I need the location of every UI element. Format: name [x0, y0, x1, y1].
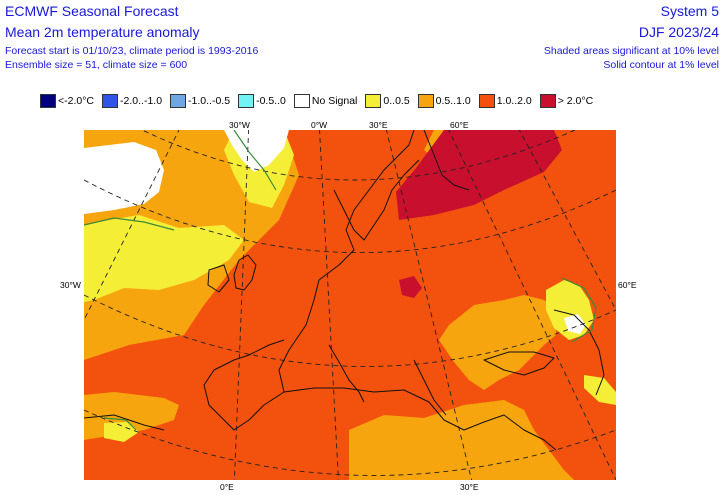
forecast-info: Forecast start is 01/10/23, climate peri…	[5, 45, 259, 57]
legend-label: No Signal	[311, 95, 358, 107]
region-moderate-east	[439, 295, 556, 390]
region-weak-west	[84, 215, 244, 302]
ensemble-info: Ensemble size = 51, climate size = 600	[5, 59, 188, 71]
legend-swatch	[539, 94, 556, 108]
legend-label: -2.0..-1.0	[120, 95, 163, 107]
tick-bottom-1: 0°E	[220, 482, 234, 492]
legend-swatch	[40, 94, 56, 108]
region-moderate-north-africa	[349, 400, 574, 480]
tick-top-1: 30°W	[229, 120, 250, 130]
legend-label: 0..0.5	[383, 95, 410, 107]
season-label: DJF 2023/24	[638, 24, 719, 40]
legend-item: 0.5..1.0	[417, 94, 471, 108]
legend-item: <-2.0°C	[40, 94, 94, 108]
region-no-signal-northwest	[84, 142, 164, 214]
legend-item: 0..0.5	[365, 94, 410, 108]
tick-top-3: 30°E	[369, 120, 388, 130]
anomaly-map: 30°W 0°W 30°E 60°E 30°W 60°E 0°E 30°E	[60, 120, 637, 492]
legend-swatch	[365, 94, 382, 108]
tick-right: 60°E	[618, 280, 637, 290]
legend-item: No Signal	[293, 94, 358, 108]
system-label: System 5	[660, 3, 719, 19]
legend-label: <-2.0°C	[58, 95, 95, 107]
tick-top-4: 60°E	[450, 120, 469, 130]
product-title: Mean 2m temperature anomaly	[5, 24, 200, 40]
map-svg	[83, 129, 616, 480]
legend-label: -1.0..-0.5	[188, 95, 231, 107]
legend-label: > 2.0°C	[557, 95, 594, 107]
legend-item: -0.5..0	[238, 94, 286, 108]
significance-contour-note: Solid contour at 1% level	[603, 59, 719, 71]
tick-bottom-2: 30°E	[460, 482, 479, 492]
legend-label: 0.5..1.0	[435, 95, 471, 107]
region-very-strong-central	[399, 276, 422, 298]
significance-contours	[83, 129, 597, 431]
region-no-signal-caspian	[564, 314, 586, 334]
legend: <-2.0°C -2.0..-1.0 -1.0..-0.5 -0.5..0 No Sig…	[40, 93, 601, 109]
legend-item: > 2.0°C	[539, 94, 594, 108]
legend-swatch	[293, 94, 310, 108]
legend-label: 1.0..2.0	[496, 95, 532, 107]
legend-swatch	[478, 94, 495, 108]
org-title: ECMWF Seasonal Forecast	[5, 3, 179, 19]
legend-item: 1.0..2.0	[478, 94, 532, 108]
coastlines	[83, 129, 605, 451]
legend-swatch	[102, 94, 119, 108]
region-no-signal-greenland	[224, 130, 289, 172]
region-weak-south	[104, 422, 139, 442]
legend-swatch	[170, 94, 187, 108]
tick-left: 30°W	[60, 280, 81, 290]
region-weak-southeast	[584, 375, 616, 405]
legend-swatch	[417, 94, 434, 108]
legend-swatch	[238, 94, 255, 108]
significance-shaded-note: Shaded areas significant at 10% level	[543, 45, 719, 57]
tick-top-2: 0°W	[311, 120, 328, 130]
legend-item: -1.0..-0.5	[170, 94, 230, 108]
legend-item: -2.0..-1.0	[102, 94, 162, 108]
legend-label: -0.5..0	[256, 95, 286, 107]
region-very-strong-northeast	[396, 130, 562, 220]
